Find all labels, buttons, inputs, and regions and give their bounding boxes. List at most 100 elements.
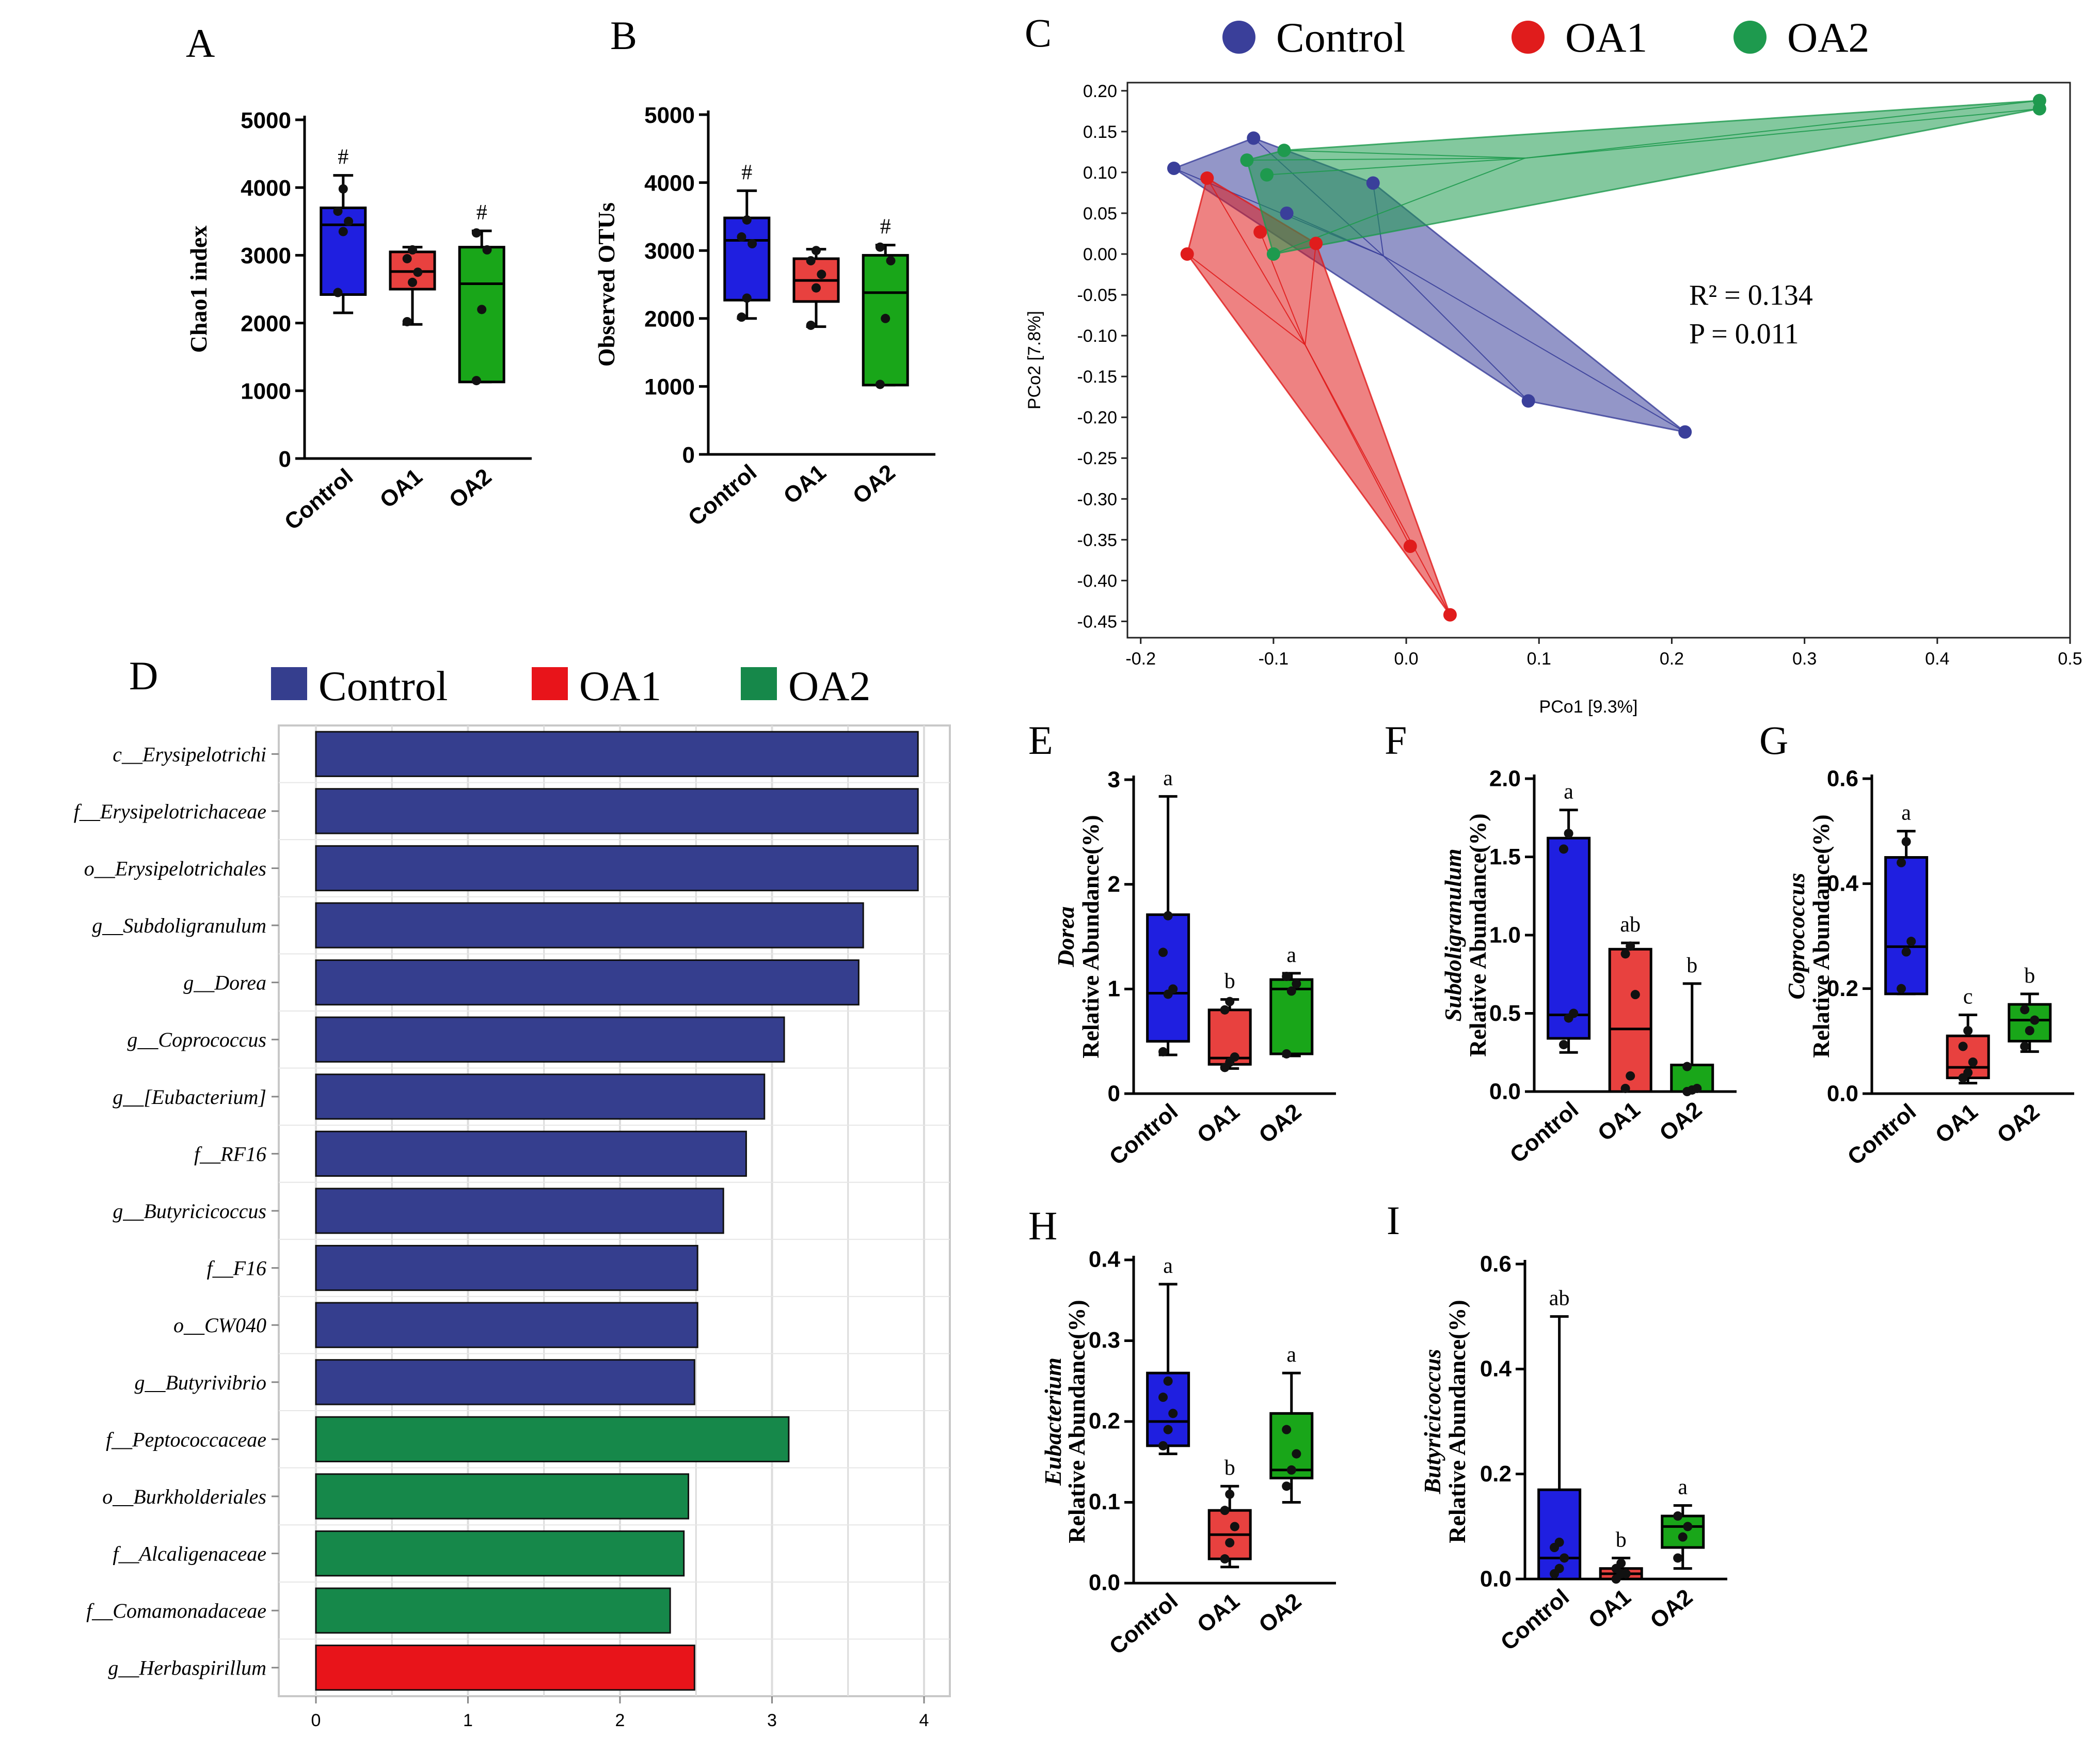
y-axis-label: Relative Abundance(%) [1063, 1300, 1090, 1543]
bar-c-erysipelotrichi [315, 731, 919, 777]
legend-dot-oa2 [1733, 21, 1767, 54]
point-control [1521, 394, 1535, 408]
data-point [477, 305, 487, 314]
data-point [1158, 1047, 1168, 1056]
data-point [875, 242, 885, 252]
data-point [1626, 1071, 1635, 1081]
point-oa1 [1200, 171, 1214, 185]
bar-label: o__Burkholderiales [102, 1485, 266, 1508]
x-category-label: OA2 [1654, 1097, 1707, 1146]
data-point [1168, 984, 1178, 994]
x-tick-label: 1 [463, 1711, 473, 1730]
significance-label: # [741, 161, 752, 184]
box-body [1661, 1514, 1705, 1549]
data-point [1897, 984, 1906, 993]
data-point [1286, 1465, 1296, 1475]
x-category-label: Control [1843, 1099, 1921, 1170]
x-category-label: OA1 [1584, 1584, 1636, 1634]
data-point [1963, 1026, 1973, 1035]
data-point [2020, 1041, 2030, 1051]
legend-label: OA1 [579, 662, 661, 709]
y-tick-label: 0.6 [1827, 766, 1858, 791]
box-oa2: a OA2 [1254, 1343, 1314, 1638]
data-point [333, 288, 343, 297]
bar-label: o__Erysipelotrichales [84, 857, 266, 880]
data-point [2020, 1005, 2030, 1015]
bar-label: c__Erysipelotrichi [113, 743, 266, 766]
data-point [1560, 1553, 1569, 1563]
significance-label: a [1286, 943, 1296, 967]
data-point [886, 256, 896, 265]
y-tick-label: 3 [1108, 767, 1120, 792]
panel-a: A 0 1000 2000 3000 4000 5000 Chao1 index # Contro… [185, 21, 532, 535]
data-point [344, 216, 354, 226]
significance-label: # [476, 201, 487, 225]
hull-oa2 [1246, 100, 2041, 255]
x-category-label: Control [683, 460, 761, 531]
y-tick-label: 4000 [644, 170, 695, 196]
data-point [1292, 979, 1301, 989]
point-control [1167, 161, 1181, 175]
legend-swatch-control [271, 667, 307, 700]
x-category-label: OA1 [1192, 1588, 1245, 1638]
panel-d: D Control OA1 OA2 c__Erysipelotrichi f__Erysi… [74, 653, 951, 1730]
data-point [1230, 1522, 1239, 1531]
box-oa1: OA1 [375, 245, 436, 513]
y-axis-label-italic: Subdoligranulum [1440, 849, 1466, 1022]
significance-label: b [1616, 1528, 1627, 1552]
data-point [1168, 1409, 1178, 1418]
data-point [1163, 1376, 1173, 1386]
bar-g-butyrivibrio [315, 1359, 695, 1406]
bar-o-erysipelotrichales [315, 845, 919, 892]
y-tick-label: 1000 [644, 374, 695, 400]
point-oa2 [2032, 102, 2046, 116]
x-tick-label: 4 [919, 1711, 929, 1730]
y-tick-label: 1.0 [1489, 922, 1521, 948]
panel-b: B 0 1000 2000 3000 4000 5000 Observed OTUs # Cont… [593, 13, 935, 531]
y-tick-label: 0.0 [1089, 1570, 1120, 1596]
x-tick-label: 0.1 [1527, 649, 1551, 669]
y-tick-label: 0.4 [1827, 871, 1859, 896]
data-point [1620, 1083, 1630, 1093]
data-point [817, 270, 826, 279]
box-oa1: b OA1 [1192, 1456, 1252, 1638]
point-oa2 [1277, 144, 1291, 157]
data-point [1282, 1425, 1292, 1434]
y-axis-label: Observed OTUs [593, 202, 619, 367]
data-point [2025, 1026, 2034, 1035]
panel-letter: B [610, 13, 637, 58]
significance-label: ab [1620, 913, 1641, 937]
panel-letter: H [1028, 1203, 1057, 1248]
x-category-label: OA2 [1992, 1099, 2044, 1148]
data-point [1554, 1564, 1564, 1573]
box-control: a Control [1105, 766, 1190, 1170]
data-point [875, 380, 885, 389]
y-tick-label: 0 [1108, 1081, 1120, 1106]
legend-label: Control [1276, 14, 1406, 61]
y-axis-label-italic: Dorea [1053, 906, 1079, 968]
bar-o-burkholderiales [315, 1473, 690, 1520]
bar-label: g__Herbaspirillum [108, 1656, 266, 1680]
y-tick-label: -0.20 [1077, 408, 1118, 428]
data-point [408, 245, 417, 255]
data-point [1569, 1008, 1579, 1018]
legend-label: OA2 [788, 662, 870, 709]
data-point [747, 239, 757, 249]
significance-label: a [1163, 1254, 1173, 1278]
y-tick-label: 2 [1108, 872, 1120, 897]
bar-f-comamonadaceae [315, 1587, 671, 1634]
panel-letter: G [1759, 718, 1788, 763]
y-tick-label: -0.45 [1077, 612, 1118, 631]
box-body [2008, 1003, 2052, 1043]
x-category-label: OA1 [375, 464, 427, 513]
y-tick-label: 0.6 [1480, 1251, 1512, 1276]
bar-g-eubacterium- [315, 1073, 766, 1120]
spider-line [1284, 150, 1525, 159]
data-point [1163, 911, 1173, 921]
x-axis-label: PCo1 [9.3%] [1539, 697, 1638, 717]
y-tick-label: -0.40 [1077, 571, 1118, 591]
y-tick-label: 0.4 [1480, 1356, 1512, 1382]
data-point [737, 312, 746, 322]
data-point [1163, 1425, 1173, 1434]
